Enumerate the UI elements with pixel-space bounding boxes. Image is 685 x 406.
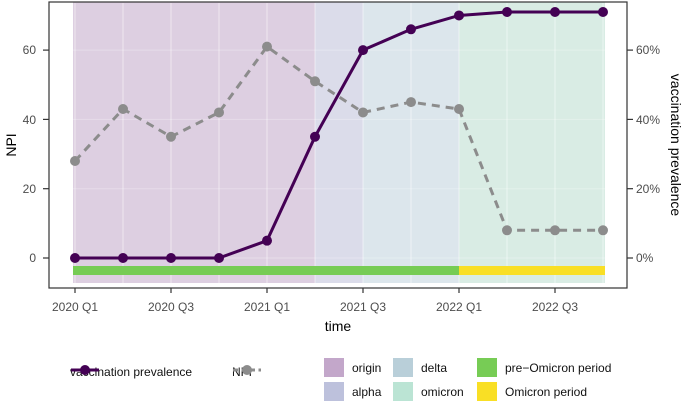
data-point (550, 225, 560, 236)
legend-item-omicron: omicron (393, 382, 464, 401)
legend-label-omicron-period: Omicron period (505, 384, 588, 399)
data-point (310, 76, 320, 87)
legend-item-pre-omicron-period: pre−Omicron period (477, 358, 611, 377)
legend-label-vaccination-prevalence: vaccination prevalence (70, 364, 193, 379)
gridlines (73, 3, 605, 283)
alpha-swatch (324, 382, 344, 401)
data-point (502, 225, 512, 236)
y-right-tick-label: 20% (636, 182, 660, 196)
data-point (550, 6, 560, 17)
period-bar (459, 266, 605, 275)
x-tick-label: 2020 Q1 (52, 300, 98, 314)
legend-item-delta: delta (393, 358, 447, 377)
data-point (262, 235, 272, 246)
y-left-tick-label: 0 (29, 251, 36, 265)
legend-item-omicron-period: Omicron period (477, 382, 587, 401)
axis-ticks (43, 49, 633, 293)
variant-region-origin (73, 2, 315, 283)
panel-border (48, 1, 628, 289)
y-axis-title-left: NPI (3, 133, 19, 156)
data-point (598, 6, 608, 17)
x-tick-label: 2020 Q3 (148, 300, 194, 314)
legend-label-delta: delta (421, 360, 448, 375)
legend-label-omicron: omicron (421, 384, 464, 399)
y-left-tick-label: 40 (23, 113, 37, 127)
x-tick-label: 2021 Q1 (244, 300, 290, 314)
data-point (118, 104, 128, 115)
legend-item-origin: origin (324, 358, 381, 377)
x-axis-title: time (325, 318, 352, 334)
y-right-tick-label: 40% (636, 113, 660, 127)
legend-label-alpha: alpha (352, 384, 382, 399)
data-point (310, 131, 320, 142)
series-layer (70, 6, 608, 263)
data-point (118, 253, 128, 263)
data-point (166, 131, 176, 142)
data-point (70, 155, 80, 166)
y-left-tick-label: 20 (23, 182, 37, 196)
legend-item-npi: NPI (232, 362, 261, 381)
period-bars (73, 266, 605, 275)
series-line-vaccination (75, 10, 603, 260)
y-left-tick-label: 60 (23, 43, 37, 57)
pre-omicron-period-swatch (477, 358, 497, 377)
data-point (598, 225, 608, 236)
variant-region-omicron (459, 2, 605, 283)
chart: 0 20 40 60 0% 20% 40% 60% 2020 Q1 2020 Q… (3, 1, 684, 334)
omicron-period-swatch (477, 382, 497, 401)
y-axis-title-right: vaccination prevalence (668, 74, 684, 217)
x-tick-label: 2022 Q1 (436, 300, 482, 314)
x-tick-label: 2021 Q3 (340, 300, 386, 314)
legend-key-point (242, 365, 252, 375)
legend-label-pre-omicron-period: pre−Omicron period (505, 360, 612, 375)
data-point (214, 253, 224, 263)
data-point (70, 253, 80, 263)
origin-swatch (324, 358, 344, 377)
y-right-tick-label: 60% (636, 43, 660, 57)
period-bar (73, 266, 459, 275)
series-line-npi (73, 44, 603, 232)
data-point (502, 6, 512, 17)
variant-regions (73, 2, 605, 283)
legend-item-alpha: alpha (324, 382, 381, 401)
data-point (358, 45, 368, 56)
data-point (358, 107, 368, 118)
legend-key-npi (233, 365, 261, 375)
data-point (454, 10, 464, 21)
data-point (262, 41, 272, 52)
legend-label-origin: origin (352, 360, 382, 375)
x-tick-label: 2022 Q3 (532, 300, 578, 314)
data-point (214, 107, 224, 118)
data-point (406, 24, 416, 35)
data-point (166, 253, 176, 263)
legend-key-point (80, 365, 90, 375)
data-point (406, 97, 416, 108)
data-point (454, 104, 464, 115)
delta-swatch (393, 358, 413, 377)
variant-region-alpha (315, 2, 363, 283)
legend-item-vaccination-prevalence: vaccination prevalence (70, 362, 192, 381)
legend-key-vaccination-prevalence (71, 365, 99, 375)
y-right-tick-label: 0% (636, 251, 654, 265)
omicron-swatch (393, 382, 413, 401)
